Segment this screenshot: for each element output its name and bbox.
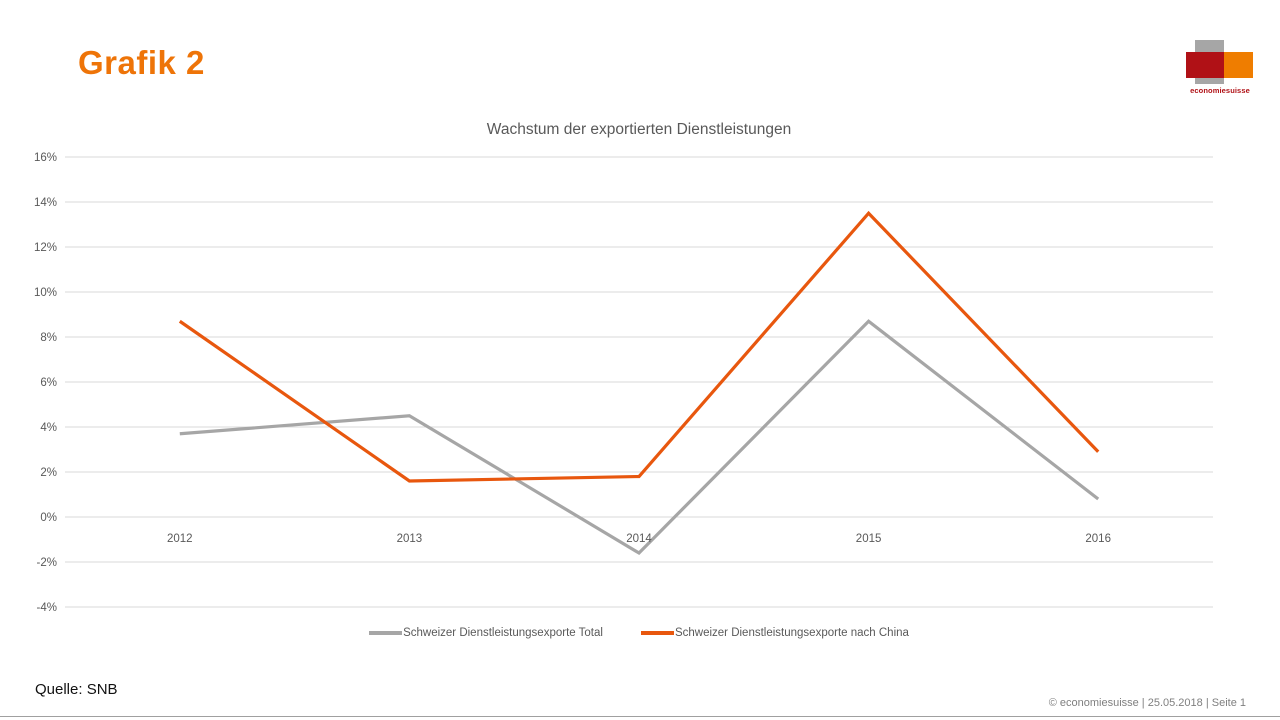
x-tick-label: 2016 — [1085, 533, 1111, 545]
y-tick-label: 6% — [40, 377, 57, 389]
x-tick-label: 2013 — [397, 533, 423, 545]
source-note: Quelle: SNB — [35, 681, 118, 698]
y-tick-label: 4% — [40, 422, 57, 434]
y-tick-label: 14% — [34, 197, 57, 209]
y-tick-label: 2% — [40, 467, 57, 479]
logo-band — [1186, 52, 1253, 78]
y-tick-label: -4% — [37, 602, 57, 614]
chart-legend: Schweizer Dienstleistungsexporte Total S… — [65, 627, 1213, 639]
series-line-0 — [179, 319, 1100, 556]
chart-title: Wachstum der exportierten Dienstleistung… — [486, 121, 792, 138]
x-tick-label: 2015 — [856, 533, 882, 545]
y-tick-label: 16% — [34, 152, 57, 164]
x-tick-label: 2014 — [626, 533, 652, 545]
y-tick-label: 10% — [34, 287, 57, 299]
series-line-1 — [178, 210, 1100, 483]
y-tick-label: -2% — [37, 557, 57, 569]
y-tick-label: 8% — [40, 332, 57, 344]
legend-label-total: Schweizer Dienstleistungsexporte Total — [403, 627, 603, 639]
page-title: Grafik 2 — [78, 44, 205, 81]
footer-copyright: © economiesuisse | 25.05.2018 | Seite 1 — [1048, 697, 1246, 709]
bottom-border-line — [0, 716, 1280, 717]
logo-orange-block — [1224, 52, 1253, 78]
x-tick-label: 2012 — [167, 533, 193, 545]
economiesuisse-logo: economiesuisse — [1186, 40, 1253, 96]
y-tick-label: 0% — [40, 512, 57, 524]
legend-label-china: Schweizer Dienstleistungsexporte nach Ch… — [674, 627, 909, 639]
legend-item-china: Schweizer Dienstleistungsexporte nach Ch… — [640, 627, 909, 639]
legend-item-total: Schweizer Dienstleistungsexporte Total — [369, 627, 603, 639]
logo-wordmark: economiesuisse — [1190, 86, 1250, 95]
legend-swatch-total — [369, 631, 403, 635]
legend-swatch-china — [640, 631, 674, 635]
y-tick-label: 12% — [34, 242, 57, 254]
logo-red-block — [1186, 52, 1224, 78]
